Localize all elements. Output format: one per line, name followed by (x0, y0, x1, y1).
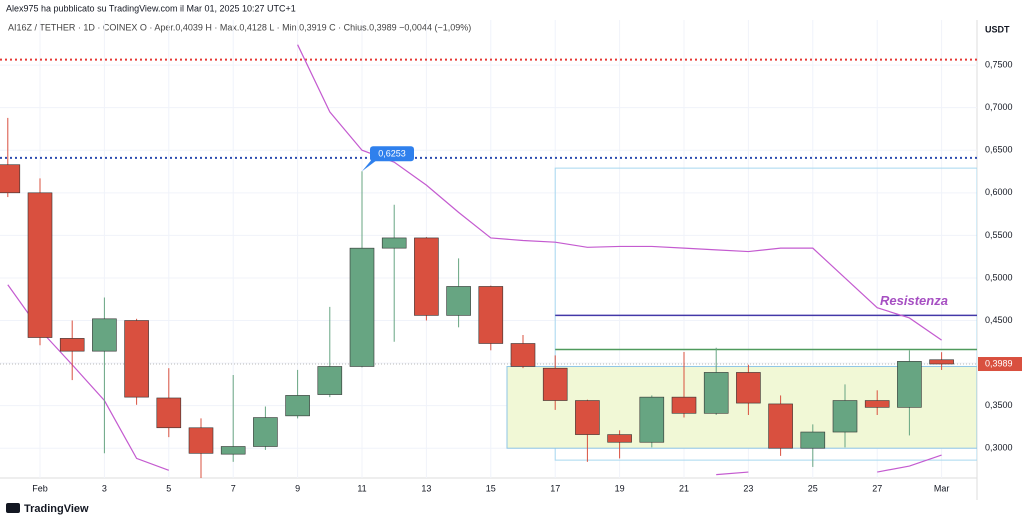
candle-body (671, 396, 697, 414)
y-tick-label: 0,3500 (985, 400, 1013, 410)
price-tag (978, 357, 1022, 372)
brand-icon (6, 503, 20, 513)
candle-body (317, 366, 343, 395)
candle-body (156, 397, 182, 429)
candle-body (59, 338, 85, 352)
x-tick-label: 25 (808, 483, 818, 493)
x-tick-label: Feb (32, 483, 48, 493)
x-tick-label: 5 (166, 483, 171, 493)
author-line: Alex975 ha pubblicato su TradingView.com… (6, 3, 296, 13)
candle-body (349, 247, 375, 367)
brand-name: TradingView (24, 503, 89, 515)
x-tick-label: 9 (295, 483, 300, 493)
candle-body (703, 372, 729, 414)
candle-body (253, 417, 278, 447)
y-tick-label: 0,5500 (985, 230, 1013, 240)
candle-body (381, 237, 407, 249)
x-tick-label: 7 (231, 483, 236, 493)
range-box (554, 167, 977, 461)
y-tick-label: 0,5000 (985, 272, 1013, 282)
candle-body (832, 400, 858, 433)
y-tick-label: 0,7500 (985, 59, 1013, 69)
candle-body (864, 400, 890, 408)
candle-body (542, 367, 568, 401)
candle-body (446, 286, 471, 316)
candle-body (800, 431, 826, 449)
x-tick-label: 13 (421, 483, 431, 493)
candle-body (92, 318, 117, 352)
y-tick-label: 0,4500 (985, 315, 1013, 325)
x-tick-label: 15 (486, 483, 496, 493)
candle-body (768, 403, 793, 449)
candle-body (929, 359, 954, 365)
y-tick-label: 0,6000 (985, 187, 1013, 197)
candle-body (220, 446, 246, 455)
x-tick-label: Mar (934, 483, 950, 493)
callout-label: 0,6253 (378, 149, 406, 159)
x-tick-label: 17 (550, 483, 560, 493)
candle-body (0, 164, 21, 194)
x-tick-label: 21 (679, 483, 689, 493)
x-tick-label: 3 (102, 483, 107, 493)
candle-body (188, 427, 214, 454)
callout-pointer (362, 159, 378, 172)
y-tick-label: 0,6500 (985, 145, 1013, 155)
annotation: Resistenza (880, 293, 948, 308)
brand: TradingView (6, 503, 89, 515)
symbol-line: AI16Z / TETHER · 1D · COINEX O · Aper.0,… (8, 22, 471, 32)
candle-body (414, 237, 439, 316)
plot-area (0, 20, 977, 478)
price-tag-label: 0,3989 (985, 358, 1013, 368)
candle-body (124, 320, 149, 398)
y-tick-label: 0,3000 (985, 443, 1013, 453)
x-tick-label: 19 (615, 483, 625, 493)
candle-body (607, 434, 632, 443)
x-tick-label: 11 (357, 483, 366, 493)
candle-body (639, 396, 665, 443)
candle-body (575, 400, 600, 435)
callout-box (370, 146, 414, 162)
candle-body (285, 395, 310, 417)
candle-body (510, 343, 536, 367)
x-tick-label: 27 (872, 483, 882, 493)
x-tick-label: 23 (743, 483, 753, 493)
candle-body (897, 361, 922, 408)
candle-body (27, 192, 53, 338)
candle-body (478, 286, 504, 344)
y-axis-label: USDT (985, 24, 1010, 34)
candle-body (736, 372, 761, 404)
y-tick-label: 0,7000 (985, 102, 1013, 112)
indicator-line (297, 44, 942, 341)
